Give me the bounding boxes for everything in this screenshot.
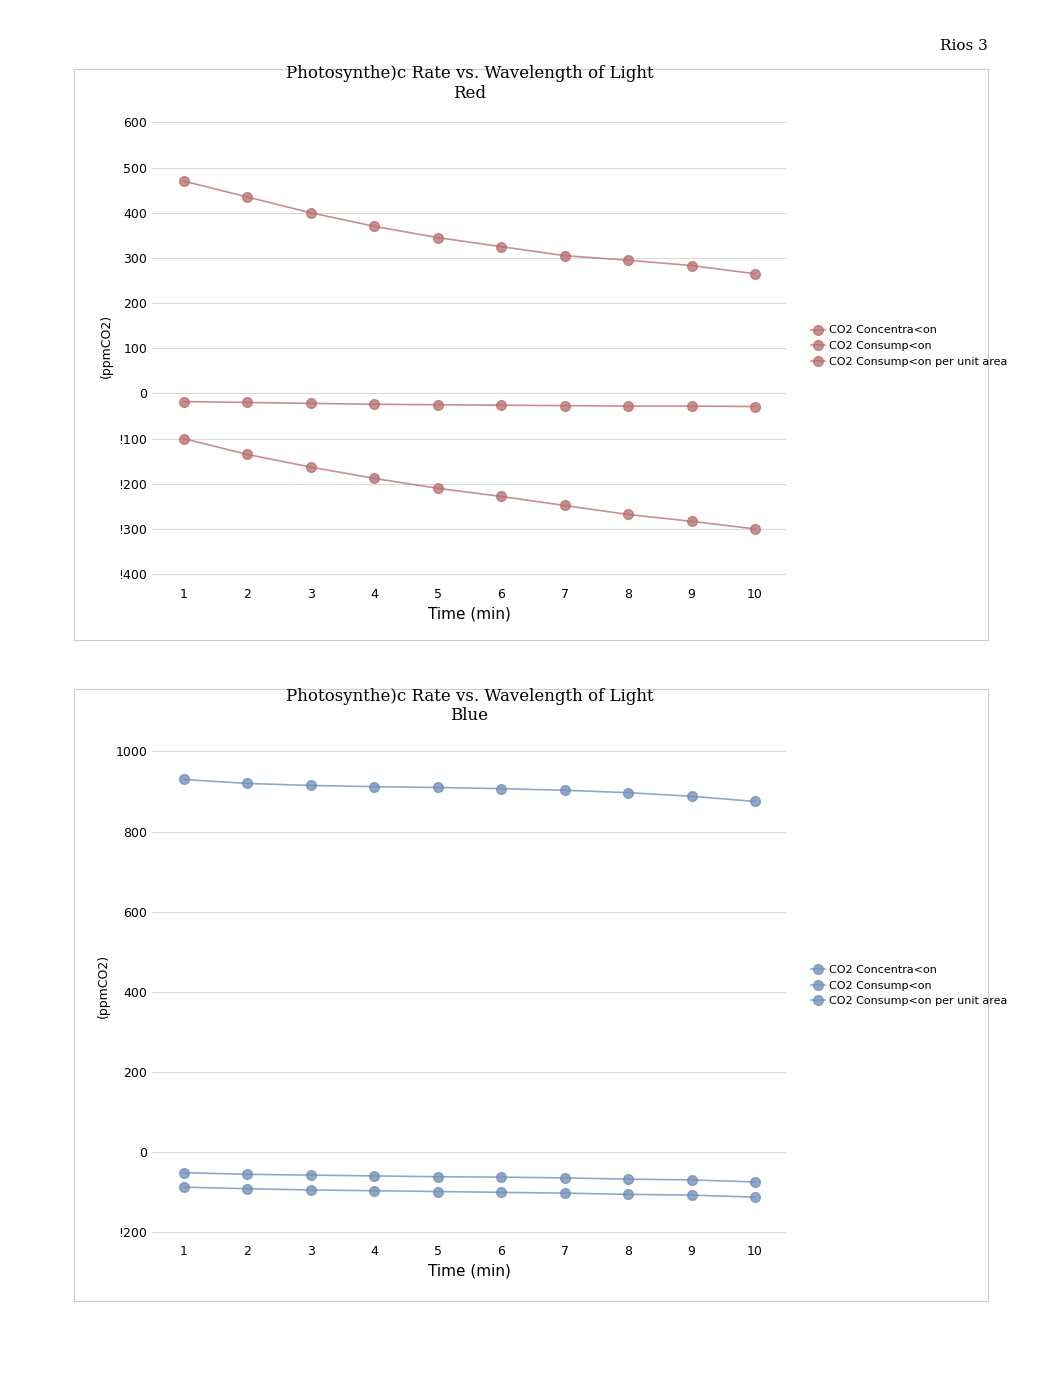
Text: Rios 3: Rios 3 (940, 39, 988, 52)
CO2 Consump<on (241, 394, 254, 410)
CO2 Consump<on per unit area (749, 1188, 761, 1205)
Line: CO2 Concentra<on: CO2 Concentra<on (178, 775, 759, 807)
CO2 Consump<on (621, 1170, 634, 1187)
CO2 Consump<on per unit area (431, 1183, 444, 1199)
Y-axis label: (ppmCO2): (ppmCO2) (97, 954, 109, 1018)
CO2 Consump<on (305, 1166, 318, 1183)
CO2 Consump<on (431, 1169, 444, 1186)
CO2 Concentra<on (305, 205, 318, 222)
CO2 Concentra<on (177, 174, 190, 190)
Title: Photosynthe)c Rate vs. Wavelength of Light
Red: Photosynthe)c Rate vs. Wavelength of Lig… (286, 65, 653, 102)
CO2 Consump<on per unit area (559, 497, 571, 514)
CO2 Consump<on per unit area (367, 470, 380, 486)
CO2 Consump<on (305, 395, 318, 412)
CO2 Consump<on (495, 397, 508, 413)
Line: CO2 Consump<on per unit area: CO2 Consump<on per unit area (178, 1183, 759, 1202)
X-axis label: Time (min): Time (min) (428, 607, 511, 621)
Line: CO2 Consump<on: CO2 Consump<on (178, 1168, 759, 1187)
Line: CO2 Consump<on per unit area: CO2 Consump<on per unit area (178, 434, 759, 534)
CO2 Consump<on per unit area (367, 1183, 380, 1199)
CO2 Consump<on per unit area (495, 1184, 508, 1201)
CO2 Consump<on (559, 398, 571, 414)
Line: CO2 Consump<on: CO2 Consump<on (178, 397, 759, 412)
CO2 Consump<on per unit area (685, 514, 698, 530)
CO2 Concentra<on (241, 775, 254, 792)
CO2 Consump<on per unit area (241, 446, 254, 463)
CO2 Concentra<on (685, 257, 698, 274)
CO2 Consump<on per unit area (431, 481, 444, 497)
CO2 Concentra<on (749, 793, 761, 810)
CO2 Consump<on per unit area (305, 1181, 318, 1198)
CO2 Consump<on (685, 1172, 698, 1188)
CO2 Consump<on (685, 398, 698, 414)
Y-axis label: (ppmCO2): (ppmCO2) (100, 314, 113, 379)
CO2 Consump<on (749, 1173, 761, 1190)
CO2 Consump<on per unit area (241, 1180, 254, 1197)
X-axis label: Time (min): Time (min) (428, 1264, 511, 1278)
CO2 Consump<on (495, 1169, 508, 1186)
CO2 Concentra<on (367, 218, 380, 234)
CO2 Concentra<on (621, 252, 634, 269)
CO2 Consump<on (621, 398, 634, 414)
Title: Photosynthe)c Rate vs. Wavelength of Light
Blue: Photosynthe)c Rate vs. Wavelength of Lig… (286, 687, 653, 724)
CO2 Concentra<on (749, 266, 761, 282)
CO2 Consump<on (241, 1166, 254, 1183)
CO2 Consump<on (177, 1165, 190, 1181)
CO2 Consump<on (749, 398, 761, 414)
Legend: CO2 Concentra<on, CO2 Consump<on, CO2 Consump<on per unit area: CO2 Concentra<on, CO2 Consump<on, CO2 Co… (811, 965, 1008, 1007)
CO2 Concentra<on (241, 189, 254, 205)
CO2 Consump<on (367, 1168, 380, 1184)
CO2 Consump<on per unit area (495, 489, 508, 505)
CO2 Concentra<on (621, 785, 634, 801)
CO2 Concentra<on (367, 778, 380, 795)
CO2 Consump<on per unit area (621, 1186, 634, 1202)
CO2 Consump<on (431, 397, 444, 413)
CO2 Consump<on per unit area (177, 431, 190, 448)
CO2 Consump<on (367, 397, 380, 413)
CO2 Concentra<on (305, 777, 318, 793)
Line: CO2 Concentra<on: CO2 Concentra<on (178, 176, 759, 278)
CO2 Concentra<on (177, 771, 190, 788)
CO2 Consump<on per unit area (685, 1187, 698, 1203)
CO2 Consump<on per unit area (177, 1179, 190, 1195)
CO2 Consump<on per unit area (749, 521, 761, 537)
CO2 Concentra<on (495, 781, 508, 797)
CO2 Consump<on per unit area (559, 1184, 571, 1201)
CO2 Consump<on (177, 394, 190, 410)
CO2 Concentra<on (685, 788, 698, 804)
CO2 Concentra<on (431, 779, 444, 796)
CO2 Concentra<on (559, 782, 571, 799)
CO2 Consump<on per unit area (305, 459, 318, 475)
CO2 Concentra<on (559, 248, 571, 264)
Legend: CO2 Concentra<on, CO2 Consump<on, CO2 Consump<on per unit area: CO2 Concentra<on, CO2 Consump<on, CO2 Co… (811, 325, 1008, 366)
CO2 Concentra<on (431, 230, 444, 246)
CO2 Consump<on per unit area (621, 507, 634, 523)
CO2 Consump<on (559, 1169, 571, 1186)
CO2 Concentra<on (495, 238, 508, 255)
